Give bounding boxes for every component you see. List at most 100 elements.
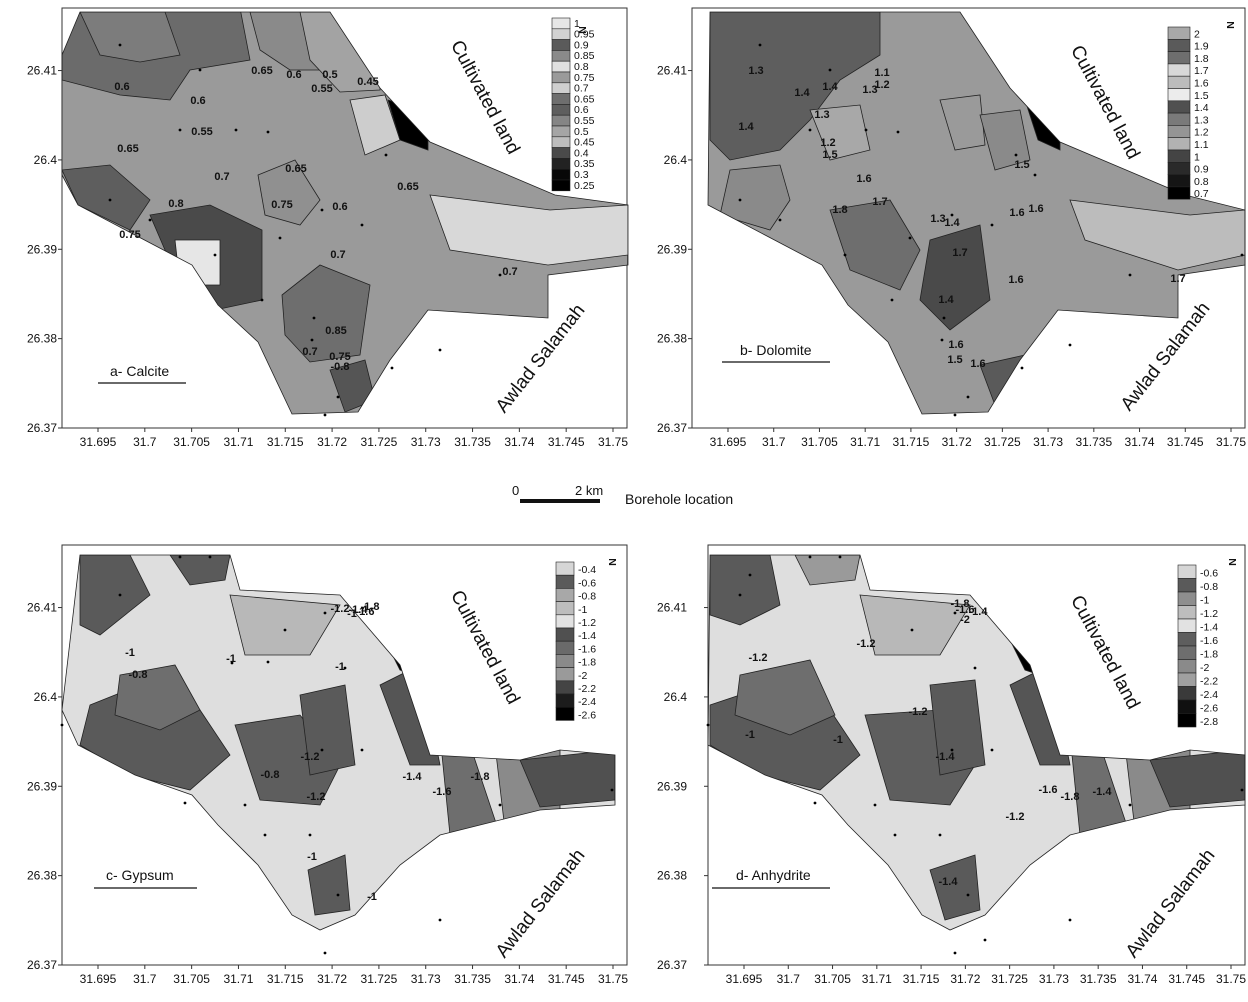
- x-tick-label: 31.7: [133, 435, 157, 449]
- borehole-dot: [108, 198, 112, 202]
- panel-title: c- Gypsum: [106, 867, 174, 883]
- legend-swatch: [1177, 686, 1197, 701]
- scale-bar-end: 2 km: [575, 483, 604, 498]
- contour-label: 0.75: [119, 229, 140, 241]
- contour-label: 1.6: [1008, 274, 1023, 286]
- legend-label: 0.7: [574, 83, 589, 95]
- contour-label: 0.75: [271, 199, 292, 211]
- borehole-dot: [983, 938, 987, 942]
- x-tick-label: 31.7: [133, 972, 157, 986]
- borehole-dot: [758, 43, 762, 47]
- y-tick-label: 26.4: [34, 153, 58, 167]
- borehole-dot: [973, 666, 977, 670]
- contour-label: -1.2: [749, 652, 768, 664]
- contour-label: -1: [125, 647, 135, 659]
- x-tick-label: 31.71: [862, 972, 892, 986]
- legend-label: 1.2: [1194, 127, 1209, 139]
- legend-swatch: [551, 17, 571, 30]
- legend-swatch: [555, 667, 575, 682]
- x-tick-label: 31.73: [411, 972, 441, 986]
- contour-zone: [734, 659, 836, 736]
- contour-label: -1.8: [361, 601, 380, 613]
- contour-label: 0.7: [330, 249, 345, 261]
- x-tick-label: 31.735: [1075, 435, 1112, 449]
- borehole-dot: [843, 253, 847, 257]
- y-tick-label: 26.39: [27, 242, 57, 256]
- x-tick-label: 31.695: [726, 972, 763, 986]
- legend-label: -1.8: [578, 657, 596, 669]
- legend-swatch: [551, 50, 571, 62]
- borehole-dot: [148, 218, 152, 222]
- borehole-dot: [1068, 343, 1072, 347]
- study-area-boundary: [61, 11, 629, 415]
- contour-zone: [519, 749, 615, 808]
- legend-swatch: [1167, 75, 1191, 89]
- borehole-dot: [438, 348, 442, 352]
- borehole-dot: [940, 338, 944, 342]
- study-area-boundary: [61, 554, 616, 931]
- x-tick-label: 31.72: [942, 435, 972, 449]
- north-arrow-icon: N: [1226, 558, 1238, 566]
- contour-label: -1: [367, 891, 377, 903]
- y-tick-label: 26.4: [664, 690, 688, 704]
- contour-label: 1.6: [970, 358, 985, 370]
- contour-label: 0.75: [329, 351, 350, 363]
- panel-dolomite: 1.3 1.4 1.3 1.4 1.2 1.4 1.3 1.2 1.1 1.5 1.6 1.8 1.7 1…: [630, 0, 1248, 465]
- x-tick-label: 31.745: [548, 435, 585, 449]
- y-tick-label: 26.38: [27, 869, 57, 883]
- study-area-boundary: [707, 11, 1246, 415]
- borehole-dot: [910, 628, 914, 632]
- borehole-dot: [813, 801, 817, 805]
- borehole-dot: [323, 951, 327, 955]
- legend-label: 0.25: [574, 180, 595, 192]
- legend-swatch: [555, 574, 575, 589]
- contour-label: 0.55: [311, 83, 332, 95]
- borehole-dot: [864, 128, 868, 132]
- borehole-dot: [178, 555, 182, 559]
- borehole-dot: [390, 366, 394, 370]
- borehole-dot: [1033, 173, 1037, 177]
- legend-label: -2.6: [578, 709, 596, 721]
- contour-zone: [859, 594, 971, 656]
- legend-swatch: [551, 114, 571, 127]
- contour-zone: [114, 664, 201, 731]
- contour-label: 1.7: [952, 247, 967, 259]
- x-tick-label: 31.735: [1080, 972, 1117, 986]
- contour-zone: [939, 94, 986, 151]
- legend-label: 0.65: [574, 93, 595, 105]
- x-tick-label: 31.725: [991, 972, 1028, 986]
- borehole-dot: [953, 611, 957, 615]
- y-tick-label: 26.39: [657, 779, 687, 793]
- legend-swatch: [1177, 645, 1197, 660]
- legend-swatch: [551, 136, 571, 148]
- legend-swatch: [1167, 26, 1191, 40]
- x-tick-label: 31.75: [598, 435, 628, 449]
- borehole-dot: [278, 236, 282, 240]
- borehole-dot: [778, 218, 782, 222]
- borehole-dot: [990, 223, 994, 227]
- borehole-dot: [208, 555, 212, 559]
- legend-label: -2: [578, 670, 587, 682]
- borehole-dot: [243, 803, 247, 807]
- panel-title: a- Calcite: [110, 363, 169, 379]
- legend-label: 0.5: [574, 126, 589, 138]
- borehole-dot: [890, 298, 894, 302]
- contour-label: 1.6: [1009, 207, 1024, 219]
- borehole-dot: [438, 918, 442, 922]
- legend-swatch: [551, 179, 571, 192]
- borehole-dot: [938, 833, 942, 837]
- x-tick-label: 31.75: [1216, 972, 1246, 986]
- borehole-dot: [178, 128, 182, 132]
- contour-label: 0.65: [117, 143, 138, 155]
- legend-swatch: [1177, 578, 1197, 593]
- y-tick-label: 26.38: [27, 332, 57, 346]
- x-tick-label: 31.73: [1033, 435, 1063, 449]
- borehole-dot: [610, 788, 614, 792]
- y-tick-label: 26.41: [27, 64, 57, 78]
- legend-label: 0.9: [1194, 164, 1209, 176]
- legend-label: 1.4: [1194, 102, 1209, 114]
- legend-swatch: [551, 158, 571, 170]
- legend-swatch: [551, 60, 571, 73]
- borehole-dot: [320, 748, 324, 752]
- borehole-dot: [343, 666, 347, 670]
